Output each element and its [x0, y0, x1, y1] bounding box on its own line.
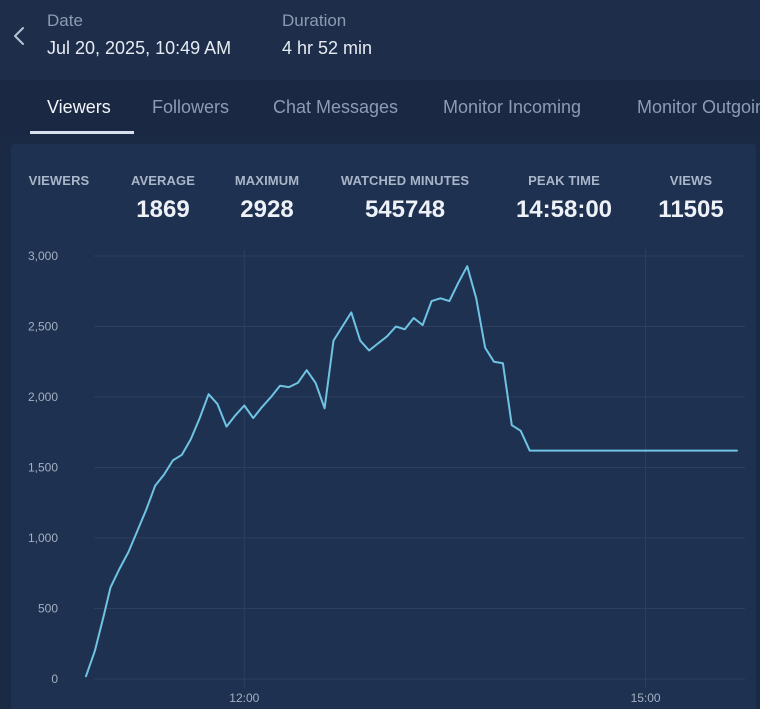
x-tick-label: 12:00 — [229, 691, 259, 705]
y-tick-label: 1,000 — [28, 531, 58, 545]
tab-bar: Viewers Followers Chat Messages Monitor … — [0, 80, 760, 134]
tab-monitor-incoming[interactable]: Monitor Incoming — [443, 97, 582, 117]
x-tick-label: 15:00 — [631, 691, 661, 705]
watched-minutes-label: WATCHED MINUTES — [340, 173, 470, 188]
active-tab-indicator — [30, 131, 134, 134]
average-label: AVERAGE — [130, 173, 196, 188]
tab-followers[interactable]: Followers — [152, 97, 230, 117]
views-label: VIEWS — [669, 173, 713, 188]
peak-time-value: 14:58:00 — [515, 196, 613, 223]
y-tick-label: 2,500 — [28, 320, 58, 334]
y-tick-label: 0 — [51, 672, 58, 686]
watched-minutes-value: 545748 — [364, 196, 446, 223]
viewers-series-line — [85, 265, 738, 678]
tab-viewers[interactable]: Viewers — [47, 97, 111, 117]
average-value: 1869 — [136, 196, 190, 223]
peak-time-label: PEAK TIME — [528, 173, 600, 188]
tab-chat-messages[interactable]: Chat Messages — [273, 97, 399, 117]
y-tick-label: 500 — [38, 602, 58, 616]
maximum-label: MAXIMUM — [234, 173, 300, 188]
date-label: Date — [47, 11, 83, 30]
y-tick-label: 1,500 — [28, 461, 58, 475]
back-button[interactable] — [10, 24, 30, 48]
views-value: 11505 — [658, 196, 724, 223]
duration-label: Duration — [282, 11, 347, 30]
date-value: Jul 20, 2025, 10:49 AM — [47, 38, 232, 58]
viewers-stat-label: VIEWERS — [28, 173, 90, 188]
maximum-value: 2928 — [240, 196, 294, 223]
chevron-left-icon — [14, 27, 24, 45]
viewers-panel: VIEWERS AVERAGE 1869 MAXIMUM 2928 WATCHE… — [11, 144, 756, 709]
y-tick-label: 2,000 — [28, 390, 58, 404]
duration-value: 4 hr 52 min — [282, 38, 373, 58]
stream-header: Date Jul 20, 2025, 10:49 AM Duration 4 h… — [0, 0, 760, 80]
y-tick-label: 3,000 — [28, 249, 58, 263]
tab-monitor-outgoing[interactable]: Monitor Outgoing — [637, 97, 760, 117]
